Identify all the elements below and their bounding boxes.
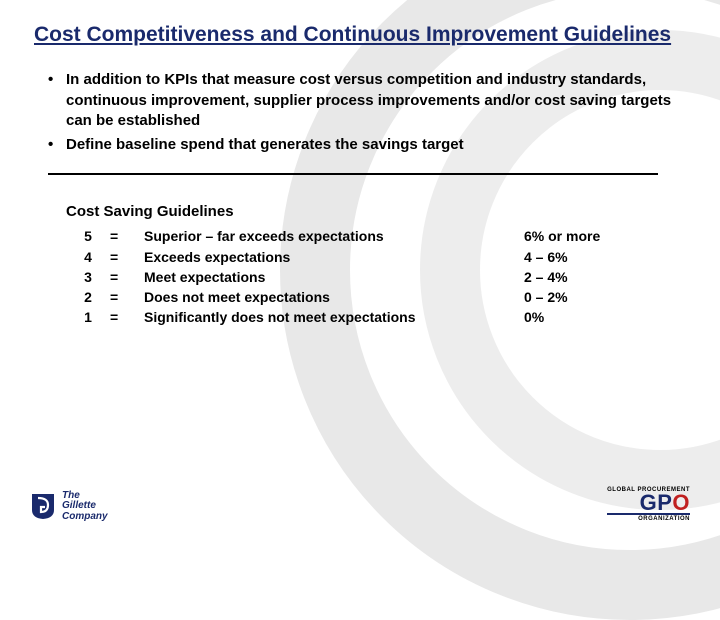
desc-cell: Meet expectations [144, 267, 524, 287]
divider [48, 173, 658, 175]
page-title: Cost Competitiveness and Continuous Impr… [34, 22, 686, 48]
score-cell: 3 [66, 267, 110, 287]
pct-cell: 6% or more [524, 226, 644, 246]
score-cell: 1 [66, 307, 110, 327]
eq-cell: = [110, 267, 144, 287]
eq-cell: = [110, 226, 144, 246]
logo-line: Gillette [62, 501, 108, 512]
pct-cell: 0 – 2% [524, 287, 644, 307]
table-row: 3 = Meet expectations 2 – 4% [66, 267, 686, 287]
pct-cell: 0% [524, 307, 644, 327]
gillette-logo-text: The Gillette Company [62, 491, 108, 523]
guidelines-heading: Cost Saving Guidelines [66, 203, 686, 220]
gpo-main: GPO [607, 493, 690, 513]
table-row: 1 = Significantly does not meet expectat… [66, 307, 686, 327]
desc-cell: Superior – far exceeds expectations [144, 226, 524, 246]
gpo-gp: GP [640, 490, 673, 515]
desc-cell: Significantly does not meet expectations [144, 307, 524, 327]
bullet-item: Define baseline spend that generates the… [44, 135, 686, 155]
pct-cell: 2 – 4% [524, 267, 644, 287]
table-row: 5 = Superior – far exceeds expectations … [66, 226, 686, 246]
eq-cell: = [110, 287, 144, 307]
score-cell: 5 [66, 226, 110, 246]
footer: The Gillette Company GLOBAL PROCUREMENT … [0, 487, 720, 522]
gpo-o: O [672, 490, 690, 515]
table-row: 4 = Exceeds expectations 4 – 6% [66, 247, 686, 267]
pct-cell: 4 – 6% [524, 247, 644, 267]
bullet-list: In addition to KPIs that measure cost ve… [34, 70, 686, 155]
eq-cell: = [110, 307, 144, 327]
score-cell: 2 [66, 287, 110, 307]
bullet-item: In addition to KPIs that measure cost ve… [44, 70, 686, 131]
logo-line: Company [62, 512, 108, 523]
table-row: 2 = Does not meet expectations 0 – 2% [66, 287, 686, 307]
gillette-logo: The Gillette Company [30, 491, 108, 523]
score-cell: 4 [66, 247, 110, 267]
desc-cell: Does not meet expectations [144, 287, 524, 307]
gillette-shield-icon [30, 492, 56, 520]
eq-cell: = [110, 247, 144, 267]
guidelines-table: 5 = Superior – far exceeds expectations … [66, 226, 686, 327]
gpo-logo: GLOBAL PROCUREMENT GPO ORGANIZATION [607, 487, 690, 522]
desc-cell: Exceeds expectations [144, 247, 524, 267]
slide-content: Cost Competitiveness and Continuous Impr… [0, 0, 720, 328]
